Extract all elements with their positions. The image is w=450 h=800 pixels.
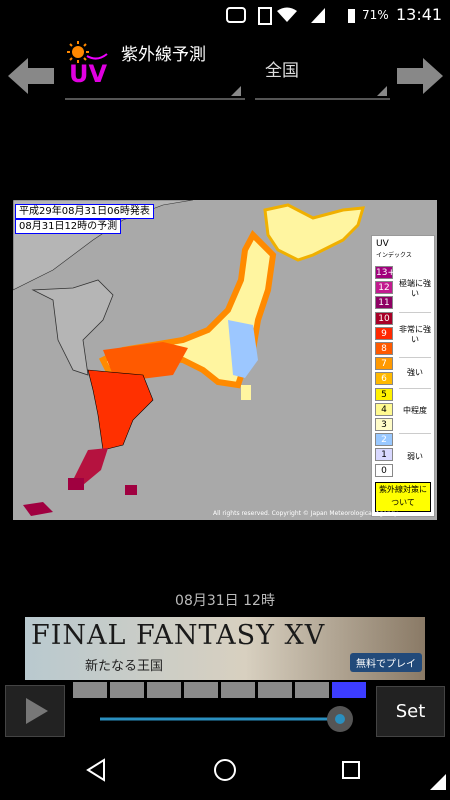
time-slider[interactable]: [95, 704, 360, 734]
uv-icon: [67, 41, 108, 63]
uv-map: 平成29年08月31日06時発表 08月31日12時の予測 UV インデックス …: [13, 200, 437, 520]
play-button[interactable]: [5, 685, 65, 737]
timeline-segment[interactable]: [110, 682, 144, 698]
back-button[interactable]: [86, 758, 105, 782]
uv-label: UV: [69, 60, 108, 88]
region-name: 全国: [265, 61, 299, 81]
legend-group: 弱い: [399, 433, 431, 480]
legend-level: 3: [375, 418, 393, 431]
corner-indicator: [430, 774, 446, 790]
legend-level: 12: [375, 281, 393, 295]
forecast-date: 08月31日 12時: [175, 593, 275, 609]
timeline-segment[interactable]: [258, 682, 292, 698]
timeline-segment[interactable]: [184, 682, 218, 698]
nav-bar: [86, 758, 446, 790]
timeline-segment[interactable]: [147, 682, 181, 698]
product-name: 紫外線予測: [121, 45, 206, 65]
legend-level: 0: [375, 463, 393, 477]
timeline-segment[interactable]: [295, 682, 329, 698]
legend-group: 非常に強い: [399, 311, 431, 359]
battery: 71%: [362, 8, 389, 22]
set-button[interactable]: Set: [376, 686, 445, 737]
legend-level: 11: [375, 296, 393, 310]
legend-level: 2: [375, 433, 393, 447]
copyright: All rights reserved. Copyright © Japan M…: [213, 510, 398, 517]
forecast-label: 08月31日12時の予測: [15, 219, 122, 234]
home-button[interactable]: [214, 759, 236, 781]
legend-level: 9: [375, 326, 393, 340]
ad-subtitle: 新たなる王国: [85, 659, 164, 674]
status-icons: [226, 7, 355, 25]
timeline-segment[interactable]: [73, 682, 107, 698]
timeline-segment[interactable]: [221, 682, 255, 698]
legend-group: 強い: [399, 357, 431, 388]
legend-subtitle: インデックス: [376, 252, 412, 259]
uv-advice-link[interactable]: 紫外線対策について: [375, 482, 431, 512]
prev-button[interactable]: [8, 58, 56, 94]
legend-level: 1: [375, 448, 393, 462]
dropdown-corner: [377, 86, 387, 96]
dropdown-corner: [231, 86, 241, 96]
timeline-segment[interactable]: [332, 682, 366, 698]
clock: 13:41: [396, 5, 443, 24]
legend-level: 8: [375, 342, 393, 355]
legend-title: UV: [376, 239, 389, 249]
legend-level: 6: [375, 372, 393, 386]
legend: UV インデックス 紫外線対策について 13+ 12 11 10 9 8 7 6 5 4 3 2 1 0 極…: [371, 235, 435, 517]
legend-group: 極端に強い: [399, 278, 431, 298]
status-bar: 71% 13:41: [0, 0, 450, 30]
issued-label: 平成29年08月31日06時発表: [15, 204, 154, 219]
ad-button[interactable]: 無料でプレイ: [350, 653, 422, 672]
ad-title: FINAL FANTASY XV: [31, 620, 326, 651]
next-button[interactable]: [395, 58, 443, 94]
play-icon: [26, 698, 48, 724]
legend-group: 中程度: [399, 387, 431, 435]
recents-button[interactable]: [342, 761, 360, 779]
legend-level: 5: [375, 387, 393, 401]
product-dropdown[interactable]: UV 紫外線予測: [65, 38, 245, 100]
region-dropdown[interactable]: 全国: [255, 38, 390, 100]
legend-level: 4: [375, 402, 393, 416]
ad-banner[interactable]: FINAL FANTASY XV 新たなる王国 無料でプレイ: [25, 617, 425, 680]
legend-level: 7: [375, 357, 393, 371]
legend-level: 13+: [375, 266, 395, 279]
legend-level: 10: [375, 311, 393, 325]
